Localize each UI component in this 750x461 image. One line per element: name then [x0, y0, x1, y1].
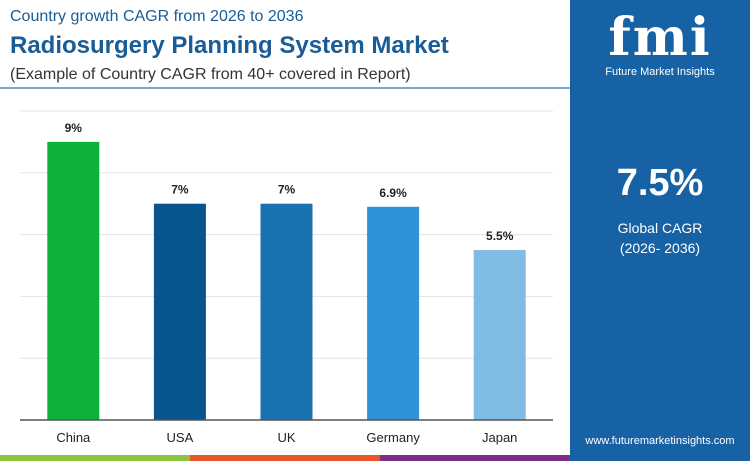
stripe-purple: [380, 455, 570, 461]
data-label: 7%: [171, 183, 189, 197]
chart-subtitle: Country growth CAGR from 2026 to 2036: [10, 8, 304, 25]
bar-china: [47, 141, 100, 420]
bar-japan: [473, 250, 526, 420]
data-label: 7%: [278, 183, 296, 197]
logo-text: Future Market Insights: [605, 66, 715, 78]
x-tick-label: China: [56, 430, 91, 445]
x-tick-label: Germany: [366, 430, 420, 445]
global-cagr-label: Global CAGR: [617, 220, 703, 236]
website-link[interactable]: www.futuremarketinsights.com: [585, 435, 735, 447]
global-cagr-value: 7.5%: [616, 162, 704, 204]
data-label: 5.5%: [486, 229, 514, 243]
bar-germany: [367, 206, 420, 420]
data-label: 9%: [65, 121, 83, 135]
bar-chart: 9% China 7% USA 7% UK 6.9% Germany 5.5% Japan: [20, 110, 553, 445]
global-cagr-period: (2026- 2036): [619, 240, 701, 256]
divider: [0, 87, 570, 89]
logo-mark: fmi: [608, 7, 712, 68]
chart-title: Radiosurgery Planning System Market: [10, 32, 449, 59]
bar-usa: [153, 203, 206, 420]
chart-note: (Example of Country CAGR from 40+ covere…: [10, 66, 411, 83]
data-label: 6.9%: [379, 186, 407, 200]
x-tick-label: Japan: [482, 430, 517, 445]
side-panel: fmi Future Market Insights 7.5% Global C…: [570, 0, 750, 461]
x-tick-label: UK: [277, 430, 295, 445]
fmi-logo: fmi Future Market Insights: [600, 7, 720, 79]
bar-uk: [260, 203, 313, 420]
stripe-green: [0, 455, 190, 461]
x-tick-label: USA: [167, 430, 194, 445]
stripe-orange: [190, 455, 380, 461]
